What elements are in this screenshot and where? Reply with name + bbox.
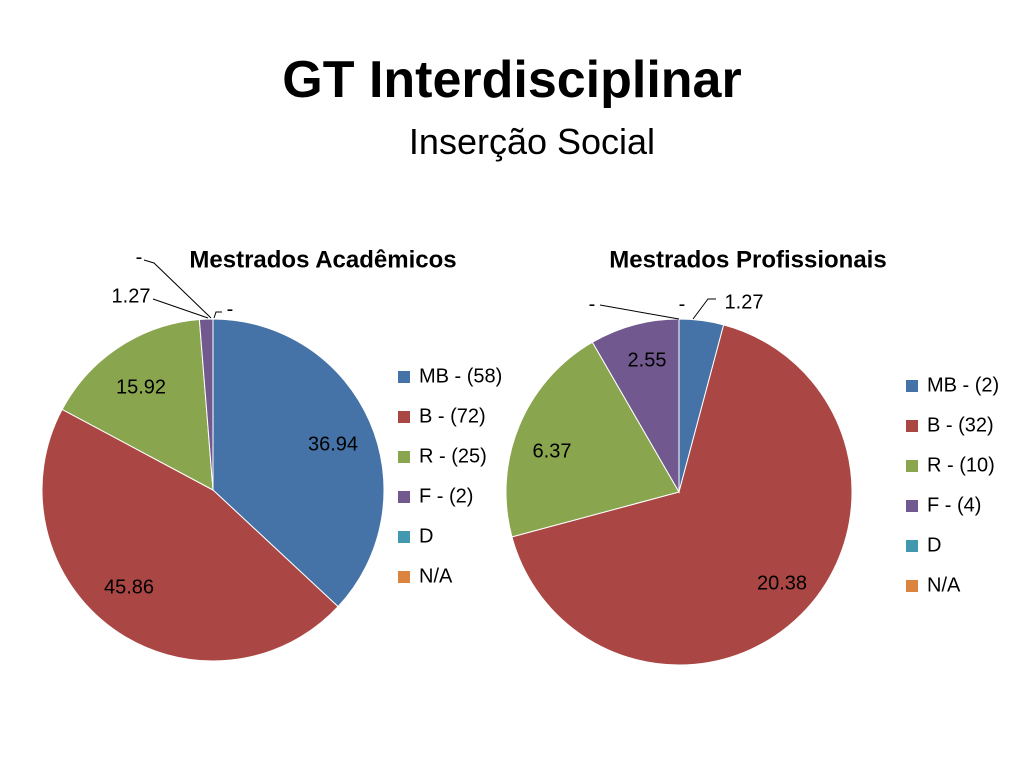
legend: MB - (58) B - (72) R - (25) F - (2) D N/A <box>398 365 502 587</box>
legend-swatch <box>398 531 410 543</box>
leader-line <box>599 304 680 320</box>
legend-swatch <box>906 380 918 392</box>
data-label-r-10: 6.37 <box>533 440 572 462</box>
data-label-n-a: - <box>679 293 686 315</box>
legend-label: F - (4) <box>927 494 981 516</box>
slide-title: GT Interdisciplinar <box>282 51 742 109</box>
pie-chart-2: Mestrados Profissionais 1.27 20.38 6.37 2.55… <box>505 246 999 666</box>
legend-label: N/A <box>927 574 961 596</box>
legend-swatch <box>906 580 918 592</box>
data-label-r-25: 15.92 <box>116 376 166 398</box>
legend-swatch <box>906 460 918 472</box>
legend-label: F - (2) <box>419 485 473 507</box>
data-label-mb-2: 1.27 <box>725 291 764 313</box>
leader-line <box>692 298 716 320</box>
slide-subtitle: Inserção Social <box>408 121 656 162</box>
leader-line <box>143 259 212 319</box>
pie-slice-f-2 <box>198 318 214 491</box>
chart-title: Mestrados Acadêmicos <box>189 246 456 273</box>
chart-title: Mestrados Profissionais <box>609 246 886 273</box>
legend-label: B - (32) <box>927 414 994 436</box>
data-label-b-32: 20.38 <box>757 572 807 594</box>
pie-slice-r-25 <box>61 319 214 491</box>
legend-swatch <box>398 571 410 583</box>
legend-swatch <box>398 491 410 503</box>
data-label-f-4: 2.55 <box>628 349 667 371</box>
legend-label: R - (10) <box>927 454 995 476</box>
legend-swatch <box>906 540 918 552</box>
pie-slice-r-10 <box>505 341 680 538</box>
legend-swatch <box>906 420 918 432</box>
leader-line <box>213 311 222 319</box>
legend-swatch <box>398 451 410 463</box>
legend-label: R - (25) <box>419 445 487 467</box>
data-label-d: - <box>136 246 143 268</box>
data-label-d: - <box>589 293 596 315</box>
legend-label: MB - (58) <box>419 365 502 387</box>
leader-line <box>152 298 209 319</box>
legend-label: MB - (2) <box>927 374 999 396</box>
data-label-n-a: - <box>227 298 234 320</box>
legend-label: D <box>927 534 941 556</box>
legend-label: D <box>419 525 433 547</box>
legend-swatch <box>398 371 410 383</box>
legend-swatch <box>906 500 918 512</box>
pie-slice-mb-58 <box>212 318 385 608</box>
pie-slice-b-72 <box>41 408 339 662</box>
data-label-mb-58: 36.94 <box>308 433 358 455</box>
legend-label: B - (72) <box>419 405 486 427</box>
data-label-b-72: 45.86 <box>104 576 154 598</box>
legend-swatch <box>398 411 410 423</box>
legend-label: N/A <box>419 565 453 587</box>
pie-chart-1: Mestrados Acadêmicos 36.94 45.86 15.92 1.27 -… <box>41 246 502 662</box>
legend: MB - (2) B - (32) R - (10) F - (4) D N/A <box>906 374 999 596</box>
pie-slice-b-32 <box>511 324 853 666</box>
data-label-f-2: 1.27 <box>112 285 151 307</box>
